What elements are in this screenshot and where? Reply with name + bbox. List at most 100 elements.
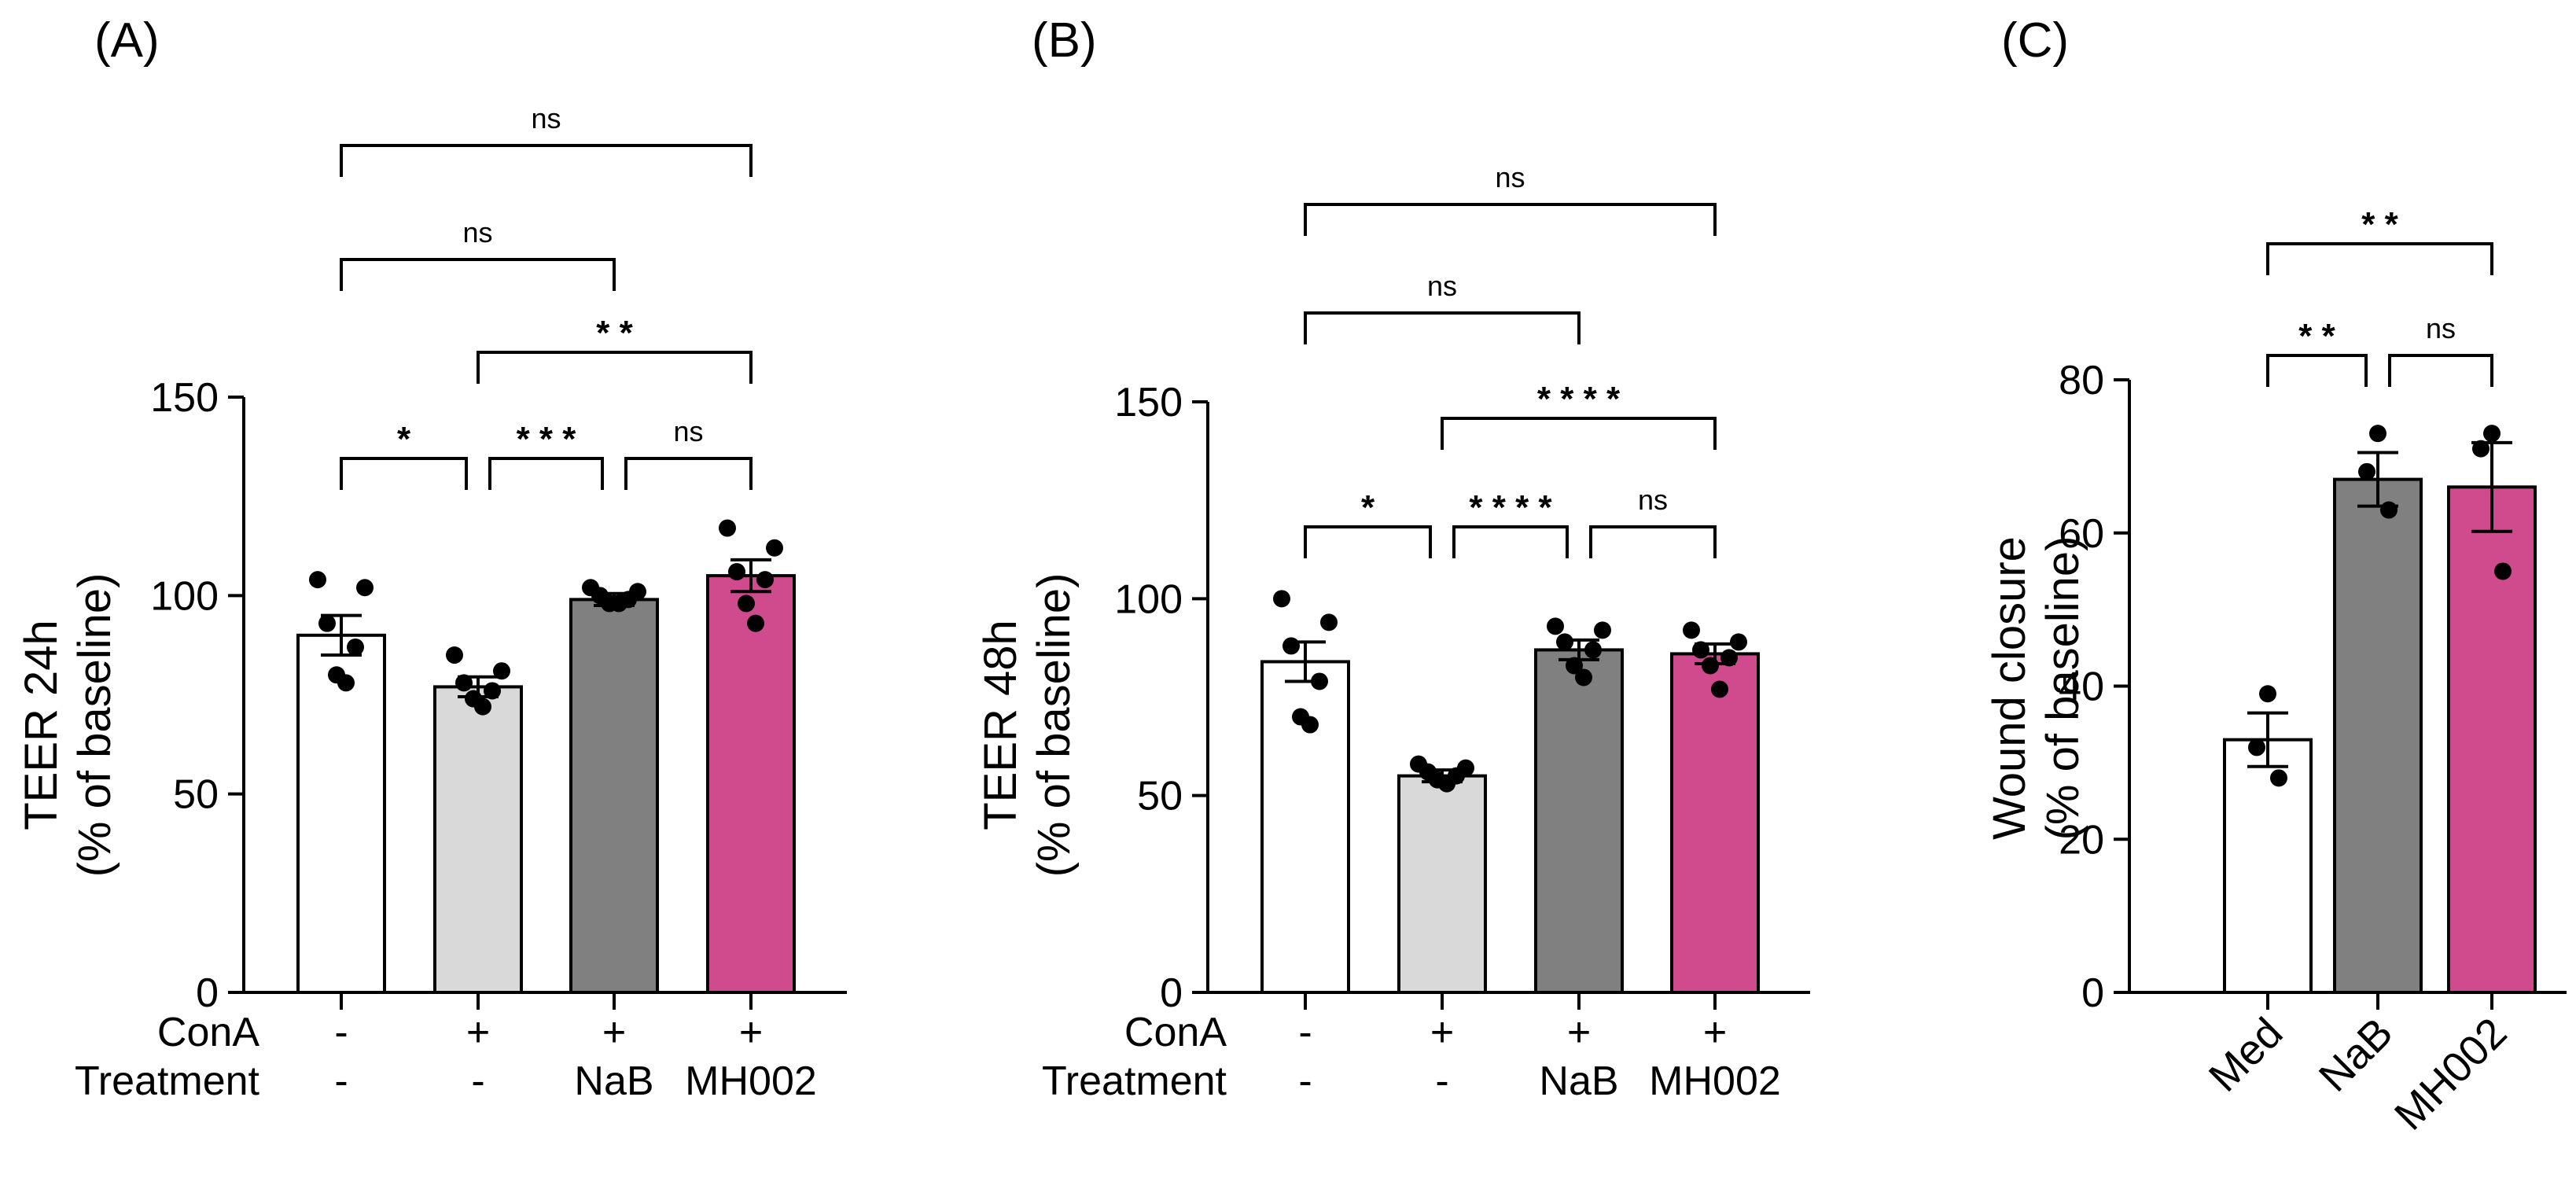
bar xyxy=(2223,738,2313,994)
y-tick-label: 150 xyxy=(150,375,219,421)
significance-bracket xyxy=(340,258,616,291)
condition-value: - xyxy=(1298,1010,1312,1055)
y-tick-label: 80 xyxy=(2059,358,2104,403)
y-tick-label: 50 xyxy=(1137,774,1183,819)
bar xyxy=(569,598,659,994)
condition-value: + xyxy=(602,1010,626,1055)
bar xyxy=(1670,652,1760,995)
x-tick-label: MH002 xyxy=(2386,1009,2516,1139)
y-tick-label: 0 xyxy=(1160,970,1183,1016)
bar xyxy=(706,574,796,994)
data-point xyxy=(2358,462,2375,480)
significance-bracket xyxy=(1304,203,1717,236)
data-point xyxy=(1282,637,1300,655)
significance-bracket xyxy=(477,351,753,384)
condition-value: - xyxy=(471,1058,484,1104)
condition-row-label: Treatment xyxy=(75,1058,260,1104)
data-point xyxy=(337,674,355,692)
data-point xyxy=(1566,657,1583,675)
bar xyxy=(1397,774,1487,995)
panel-b-ylabel-line1: TEER 48h xyxy=(975,620,1026,830)
data-point xyxy=(1683,621,1700,639)
condition-value: - xyxy=(334,1010,348,1055)
y-tick-label: 100 xyxy=(1114,576,1183,622)
condition-value: MH002 xyxy=(685,1058,817,1104)
data-point xyxy=(347,638,364,656)
significance-label: ns xyxy=(673,415,703,447)
data-point xyxy=(474,698,491,716)
condition-value: NaB xyxy=(574,1058,653,1104)
bar xyxy=(1534,648,1624,994)
significance-label: ns xyxy=(1638,484,1668,516)
significance-label: * * xyxy=(2298,317,2335,355)
significance-label: ns xyxy=(2426,312,2456,344)
data-point xyxy=(1301,716,1319,734)
data-point xyxy=(1720,649,1738,667)
condition-row-label: Treatment xyxy=(1042,1058,1227,1104)
panel-a-label: (A) xyxy=(94,13,160,68)
y-tick-label: 0 xyxy=(2081,970,2104,1016)
significance-label: ns xyxy=(462,216,492,248)
condition-value: + xyxy=(1430,1010,1454,1055)
significance-bracket xyxy=(340,457,468,490)
significance-bracket xyxy=(488,457,604,490)
panel-c-label: (C) xyxy=(2001,13,2069,68)
data-point xyxy=(766,539,783,557)
significance-bracket xyxy=(2266,242,2493,275)
data-point xyxy=(2483,425,2501,443)
panel-a-ylabel-line2: (% of baseline) xyxy=(69,573,120,878)
significance-label: * xyxy=(397,420,411,458)
data-point xyxy=(1575,668,1592,687)
y-tick-label: 100 xyxy=(150,573,219,619)
data-point xyxy=(2380,501,2398,519)
significance-label: ns xyxy=(1495,161,1525,193)
data-point xyxy=(356,579,374,597)
data-point xyxy=(747,614,764,632)
data-point xyxy=(756,571,774,589)
data-point xyxy=(1692,641,1709,659)
x-tick-label: Med xyxy=(2200,1009,2292,1101)
condition-value: - xyxy=(334,1058,348,1104)
panel-b-label: (B) xyxy=(1032,13,1097,68)
condition-value: + xyxy=(466,1010,490,1055)
data-point xyxy=(484,682,501,700)
y-tick-label: 0 xyxy=(196,970,219,1016)
condition-value: - xyxy=(1435,1058,1448,1104)
significance-bracket xyxy=(624,457,753,490)
significance-label: * * xyxy=(596,314,633,352)
data-point xyxy=(493,662,510,680)
data-point xyxy=(455,674,473,692)
data-point xyxy=(1273,590,1290,608)
panel-c-ylabel-line2: (% of baseline) xyxy=(2037,536,2088,841)
data-point xyxy=(1556,633,1573,651)
data-point xyxy=(1594,621,1611,639)
panel-b: (B) TEER 48h (% of baseline) 0 50 100 150 ns… xyxy=(975,13,1810,1104)
data-point xyxy=(1702,657,1719,675)
condition-value: - xyxy=(1298,1058,1312,1104)
data-point xyxy=(2472,440,2490,458)
data-point xyxy=(446,646,463,664)
data-point xyxy=(1711,680,1728,698)
data-point xyxy=(1584,641,1602,659)
panel-a: (A) TEER 24h (% of baseline) 0 50 100 150 ns… xyxy=(16,13,847,1104)
significance-bracket xyxy=(2388,354,2493,387)
data-point xyxy=(318,614,336,632)
significance-bracket xyxy=(1304,311,1581,344)
data-point xyxy=(728,563,745,581)
significance-label: * * * * xyxy=(1537,380,1621,418)
significance-bracket xyxy=(1452,525,1569,558)
data-point xyxy=(1547,617,1564,635)
condition-value: + xyxy=(1567,1010,1591,1055)
condition-row-label: ConA xyxy=(157,1010,259,1055)
y-tick-label: 50 xyxy=(173,772,219,818)
y-tick-label: 20 xyxy=(2059,817,2104,863)
bar xyxy=(433,685,523,994)
data-point xyxy=(309,571,326,589)
panel-c-ylabel-line1: Wound closure xyxy=(1984,536,2035,840)
significance-bracket xyxy=(1304,525,1432,558)
significance-label: * * * xyxy=(517,420,577,458)
